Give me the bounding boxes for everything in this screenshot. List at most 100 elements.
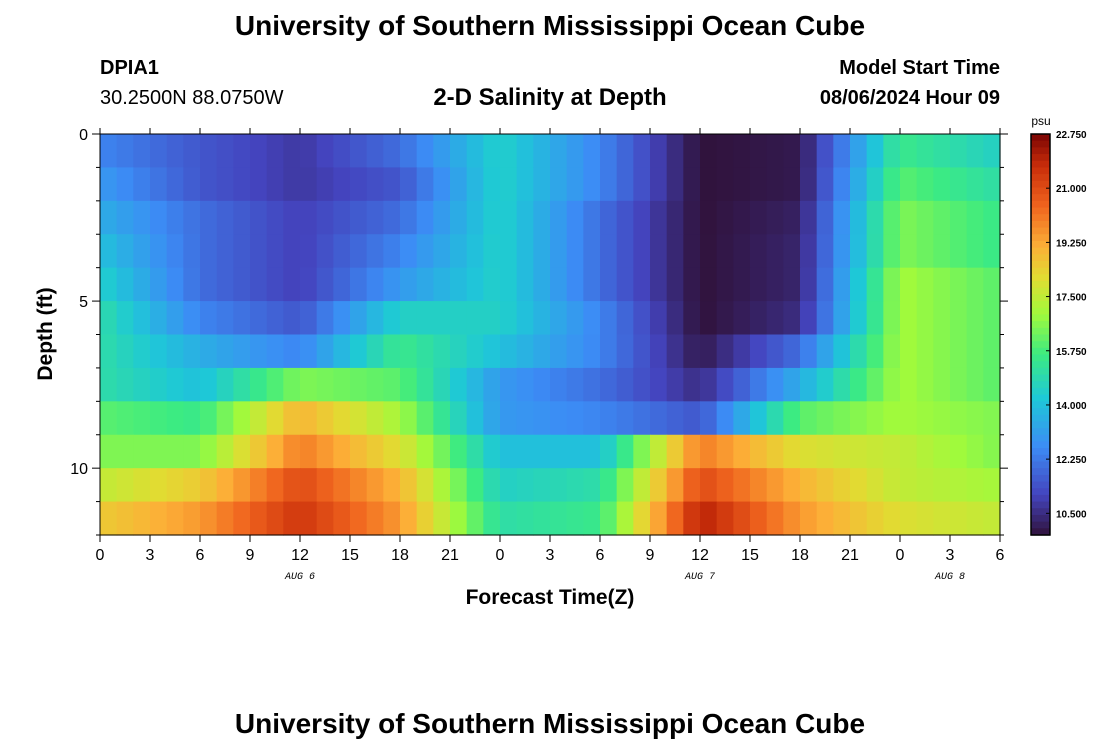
heatmap-cell	[100, 134, 118, 169]
heatmap-cell	[550, 334, 568, 369]
heatmap-cell	[466, 234, 484, 269]
heatmap-cell	[250, 468, 268, 503]
heatmap-cell	[250, 367, 268, 402]
heatmap-cell	[400, 200, 418, 235]
heatmap-cell	[650, 434, 668, 469]
heatmap-cell	[866, 367, 884, 402]
heatmap-cell	[900, 501, 918, 536]
heatmap-cell	[266, 200, 284, 235]
colorbar-segment	[1031, 387, 1050, 396]
heatmap-cell	[650, 267, 668, 302]
heatmap-cell	[983, 501, 1001, 536]
heatmap-cell	[450, 301, 468, 336]
heatmap-cell	[550, 167, 568, 202]
heatmap-cell	[550, 401, 568, 436]
x-tick-label: 12	[691, 547, 709, 564]
heatmap-cell	[566, 434, 584, 469]
heatmap-cell	[533, 434, 551, 469]
heatmap-cell	[716, 468, 734, 503]
heatmap-cell	[183, 434, 201, 469]
heatmap-cell	[633, 334, 651, 369]
heatmap-cell	[400, 367, 418, 402]
colorbar-segment	[1031, 374, 1050, 382]
heatmap-cell	[216, 367, 234, 402]
heatmap-cell	[633, 267, 651, 302]
heatmap-cell	[733, 134, 751, 169]
heatmap-cell	[866, 301, 884, 336]
heatmap-cell	[516, 200, 534, 235]
heatmap-cell	[666, 401, 684, 436]
heatmap-cell	[666, 468, 684, 503]
colorbar-segment	[1031, 521, 1050, 529]
heatmap-cell	[516, 301, 534, 336]
heatmap-cell	[700, 501, 718, 536]
heatmap-cell	[916, 401, 934, 436]
heatmap-cell	[683, 468, 701, 503]
heatmap-cell	[716, 167, 734, 202]
heatmap-cell	[483, 367, 501, 402]
heatmap-cell	[816, 167, 834, 202]
colorbar: 22.750 21.000 19.250 17.500 15.750 14.000 12.2…	[1030, 130, 1087, 536]
heatmap-cell	[883, 200, 901, 235]
heatmap-cell	[350, 134, 368, 169]
heatmap-cell	[950, 267, 968, 302]
heatmap-cell	[466, 267, 484, 302]
colorbar-segment	[1031, 341, 1050, 349]
heatmap-cell	[566, 401, 584, 436]
heatmap-cell	[116, 200, 134, 235]
heatmap-cell	[583, 234, 601, 269]
heatmap-cell	[350, 167, 368, 202]
heatmap-cell	[183, 134, 201, 169]
heatmap-cell	[433, 401, 451, 436]
heatmap-cell	[866, 334, 884, 369]
heatmap-cell	[400, 501, 418, 536]
heatmap-cell	[100, 367, 118, 402]
heatmap-cell	[933, 501, 951, 536]
heatmap-cell	[650, 501, 668, 536]
heatmap-cell	[600, 468, 618, 503]
heatmap-cell	[800, 367, 818, 402]
heatmap-cell	[850, 134, 868, 169]
heatmap-cell	[633, 434, 651, 469]
heatmap-cell	[866, 267, 884, 302]
heatmap-cell	[583, 200, 601, 235]
heatmap-cell	[866, 167, 884, 202]
heatmap-cell	[416, 468, 434, 503]
heatmap-cell	[400, 468, 418, 503]
heatmap-cell	[266, 501, 284, 536]
heatmap-cell	[783, 367, 801, 402]
heatmap-cell	[283, 200, 301, 235]
heatmap-cell	[600, 434, 618, 469]
heatmap-cell	[316, 501, 334, 536]
heatmap-cell	[466, 501, 484, 536]
heatmap-cell	[316, 434, 334, 469]
heatmap-cell	[300, 468, 318, 503]
heatmap-cell	[283, 334, 301, 369]
heatmap-cell	[350, 401, 368, 436]
heatmap-cell	[200, 501, 218, 536]
heatmap-cell	[400, 434, 418, 469]
heatmap-cell	[333, 301, 351, 336]
heatmap-cell	[750, 401, 768, 436]
colorbar-segment	[1031, 434, 1050, 443]
heatmap-cell	[566, 234, 584, 269]
heatmap-cell	[916, 134, 934, 169]
heatmap-cell	[816, 501, 834, 536]
heatmap-cell	[683, 167, 701, 202]
heatmap-cell	[116, 267, 134, 302]
heatmap-cell	[883, 234, 901, 269]
heatmap-cell	[900, 200, 918, 235]
heatmap-cell	[716, 301, 734, 336]
heatmap-cell	[466, 367, 484, 402]
colorbar-segment	[1031, 421, 1050, 429]
x-tick-label: 6	[196, 547, 205, 564]
heatmap-cell	[550, 134, 568, 169]
heatmap-cell	[183, 334, 201, 369]
heatmap-cell	[750, 301, 768, 336]
heatmap-cell	[133, 334, 151, 369]
heatmap-cell	[783, 267, 801, 302]
heatmap-cell	[783, 334, 801, 369]
heatmap-cell	[350, 334, 368, 369]
heatmap-cell	[650, 401, 668, 436]
heatmap-cell	[200, 434, 218, 469]
